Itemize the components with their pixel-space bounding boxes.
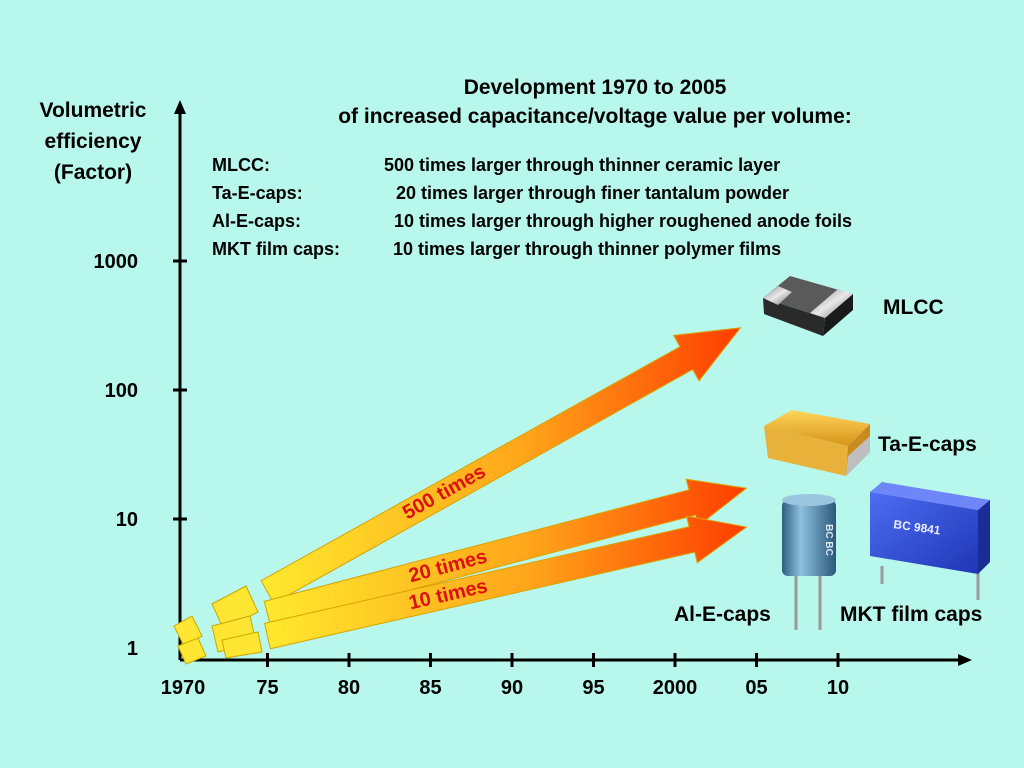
- x-tick-label: 10: [827, 677, 849, 699]
- y-tick-label: 1000: [94, 251, 139, 273]
- x-tick-label: 90: [501, 677, 523, 699]
- y-axis-label: Volumetric efficiency (Factor): [8, 95, 178, 188]
- label-al-e-caps: Al-E-caps: [674, 603, 771, 626]
- ta-e-cap-component: [764, 410, 870, 476]
- label-ta-e-caps: Ta-E-caps: [878, 433, 977, 456]
- y-ticks: 1 10 100 1000: [94, 251, 187, 660]
- mlcc-side: [823, 294, 853, 336]
- y-tick-label: 1: [127, 638, 138, 660]
- x-tick-label: 80: [338, 677, 360, 699]
- info-row-al-type: Al-E-caps:: [212, 211, 302, 231]
- info-row-ta-type: Ta-E-caps:: [212, 183, 303, 203]
- ta-terminal: [846, 436, 870, 476]
- al-can-body: [782, 500, 836, 576]
- info-row-mlcc-text: 500 times larger through thinner ceramic…: [384, 155, 781, 175]
- origin-box: [173, 615, 203, 647]
- info-row-mlcc-type: MLCC:: [212, 155, 270, 175]
- ta-front: [764, 426, 848, 476]
- label-mkt-film-caps: MKT film caps: [840, 603, 983, 626]
- growth-arrow-mlcc: [260, 327, 742, 604]
- mkt-film-cap-component: BC 9841: [870, 482, 990, 600]
- al-can-top: [782, 494, 836, 506]
- origin-box: [211, 585, 259, 631]
- origin-boxes: [173, 585, 263, 665]
- arrow-label: 500 times: [399, 461, 489, 525]
- label-mlcc: MLCC: [883, 296, 944, 319]
- mlcc-component: [763, 276, 853, 336]
- x-tick-label: 2000: [653, 677, 698, 699]
- y-axis-arrowhead: [174, 100, 186, 114]
- x-tick-label: 85: [419, 677, 441, 699]
- info-row-al-text: 10 times larger through higher roughened…: [394, 211, 853, 231]
- mkt-side: [978, 500, 990, 574]
- y-axis-label-text: Volumetric efficiency (Factor): [39, 99, 147, 184]
- al-e-cap-component: BC BC: [782, 494, 836, 630]
- info-row-ta-text: 20 times larger through finer tantalum p…: [396, 183, 790, 203]
- x-tick-label: 75: [256, 677, 278, 699]
- growth-arrow-ta-e-caps: [263, 478, 748, 628]
- ta-top: [764, 410, 870, 446]
- y-tick-label: 10: [116, 509, 138, 531]
- info-row-mkt-text: 10 times larger through thinner polymer …: [393, 239, 782, 259]
- info-row-mkt-type: MKT film caps:: [212, 239, 341, 259]
- mlcc-front: [763, 298, 825, 336]
- mlcc-terminal-right: [810, 289, 853, 318]
- mkt-front: [870, 492, 978, 574]
- origin-box: [177, 637, 207, 665]
- growth-arrow-al-e-caps: [264, 515, 748, 650]
- title-line-2: of increased capacitance/voltage value p…: [338, 105, 852, 128]
- x-ticks: 1970 75 80 85 90 95 2000 05 10: [161, 653, 849, 699]
- al-marking: BC BC: [823, 524, 834, 556]
- x-tick-label: 05: [745, 677, 767, 699]
- mkt-top: [870, 482, 990, 510]
- y-tick-label: 100: [105, 380, 138, 402]
- mlcc-terminal-left: [763, 286, 792, 305]
- x-axis-arrowhead: [958, 654, 972, 666]
- x-tick-label: 95: [582, 677, 604, 699]
- x-tick-label: 1970: [161, 677, 206, 699]
- mkt-marking: BC 9841: [893, 517, 942, 538]
- origin-box: [221, 631, 263, 659]
- title-line-1: Development 1970 to 2005: [463, 76, 727, 99]
